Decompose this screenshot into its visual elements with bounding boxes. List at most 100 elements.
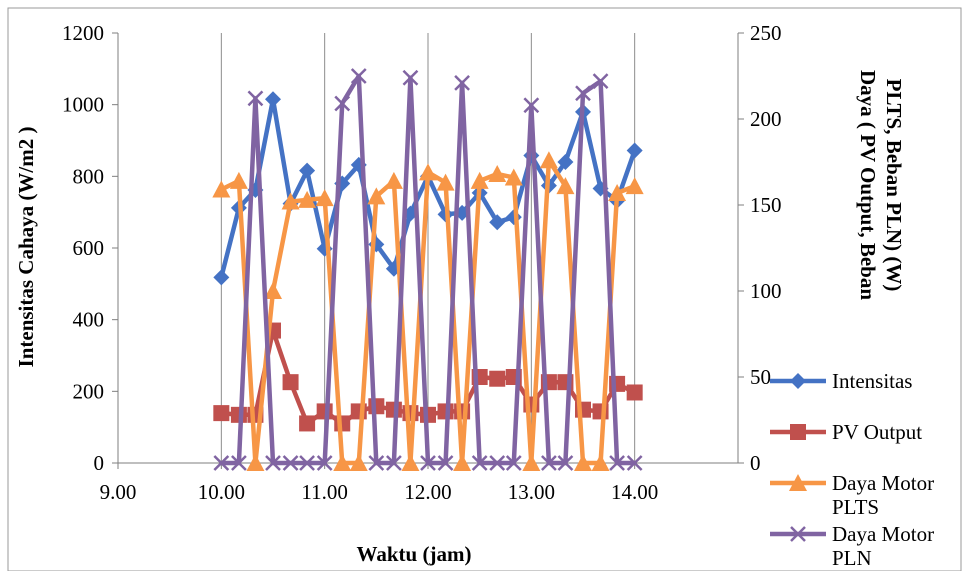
data-point-daya-motor-pln: [334, 95, 351, 112]
data-point-daya-motor-plts: [470, 171, 489, 189]
data-point-daya-motor-plts: [591, 454, 610, 471]
data-point-daya-motor-pln: [523, 97, 540, 114]
data-point-daya-motor-pln: [350, 68, 367, 84]
data-point-daya-motor-pln: [609, 455, 625, 471]
x-axis-title: Waktu (jam): [357, 542, 472, 566]
y2-tick-label: 50: [750, 365, 771, 389]
data-point-daya-motor-pln: [505, 455, 522, 471]
legend-label: PV Output: [832, 420, 922, 444]
tick-labels: 0 200 400 600 800 1000 1200 0 50 100 150 200 250 9.00…: [62, 21, 782, 504]
marker-stroke: [247, 90, 264, 107]
data-point-daya-motor-plts: [264, 282, 282, 299]
series-daya-motor-pln: [213, 68, 643, 471]
y-tick-label: 0: [94, 451, 105, 475]
data-point-pv-output: [316, 403, 333, 420]
legend-swatch-marker: [789, 474, 807, 491]
y2-tick-label: 250: [750, 21, 782, 45]
data-point-daya-motor-plts: [333, 454, 352, 471]
y2-tick-label: 150: [750, 193, 782, 217]
data-point-intensitas: [265, 91, 281, 108]
data-point-intensitas: [557, 154, 574, 170]
y-tick-label: 400: [73, 308, 105, 332]
marker-stroke: [523, 97, 540, 114]
marker-stroke: [471, 455, 488, 471]
x-tick-label: 10.00: [198, 480, 245, 504]
data-point-daya-motor-pln: [265, 455, 281, 471]
data-point-daya-motor-pln: [386, 455, 402, 471]
data-point-daya-motor-plts: [384, 171, 403, 189]
data-point-pv-output: [299, 415, 316, 432]
data-point-daya-motor-plts: [504, 168, 523, 186]
data-point-daya-motor-pln: [299, 455, 315, 471]
marker-stroke: [437, 455, 454, 471]
data-point-daya-motor-pln: [231, 455, 247, 471]
data-point-daya-motor-pln: [626, 455, 643, 471]
y2-tick-label: 100: [750, 279, 782, 303]
marker-stroke: [454, 74, 470, 91]
data-point-pv-output: [626, 384, 643, 401]
data-point-pv-output: [402, 405, 419, 422]
data-point-daya-motor-plts: [229, 171, 248, 189]
data-point-daya-motor-plts: [608, 183, 627, 201]
legend-swatch-marker: [790, 373, 806, 389]
marker-stroke: [489, 455, 506, 471]
data-point-daya-motor-plts: [419, 163, 437, 181]
data-point-daya-motor-plts: [212, 180, 231, 198]
data-point-daya-motor-plts: [625, 177, 644, 195]
data-point-intensitas: [299, 162, 316, 179]
data-point-daya-motor-plts: [281, 192, 300, 210]
data-point-pv-output: [489, 370, 506, 387]
data-point-daya-motor-pln: [557, 455, 574, 471]
data-point-daya-motor-pln: [437, 455, 454, 471]
data-point-daya-motor-pln: [402, 69, 419, 86]
marker-stroke: [402, 69, 419, 86]
data-point-daya-motor-plts: [436, 173, 455, 191]
legend-label: Daya Motor: [832, 471, 934, 495]
marker-stroke: [575, 85, 591, 102]
y-axis-title: Intensitas Cahaya (W/m2 ): [14, 127, 38, 368]
marker-stroke: [334, 95, 351, 112]
data-point-daya-motor-pln: [282, 455, 299, 471]
marker-stroke: [505, 455, 522, 471]
y-tick-label: 800: [73, 164, 105, 188]
marker-stroke: [316, 455, 333, 471]
data-point-daya-motor-pln: [575, 85, 591, 102]
data-point-daya-motor-pln: [489, 455, 506, 471]
data-point-pv-output: [368, 398, 385, 415]
data-point-daya-motor-pln: [471, 455, 488, 471]
marker-stroke: [386, 455, 402, 471]
marker-stroke: [609, 455, 625, 471]
data-point-daya-motor-plts: [574, 454, 592, 471]
data-point-daya-motor-plts: [349, 454, 368, 471]
marker-stroke: [790, 526, 806, 542]
data-point-daya-motor-plts: [367, 187, 386, 205]
marker-stroke: [368, 455, 385, 471]
data-point-intensitas: [489, 214, 506, 231]
marker-stroke: [231, 455, 247, 471]
data-point-pv-output: [334, 415, 351, 432]
legend-label: Daya Motor: [832, 522, 934, 546]
y-tick-label: 600: [73, 236, 105, 260]
legend-label: PLN: [832, 546, 872, 570]
legend-label: PLTS: [832, 495, 879, 519]
y-tick-label: 1000: [62, 93, 104, 117]
y2-axis-title-line-2: PLTS, Beban PLN) (W): [882, 79, 906, 292]
marker-stroke: [265, 455, 281, 471]
legend-swatch-marker: [790, 424, 806, 440]
y2-axis-title-line-1: Daya ( PV Output, Beban: [856, 70, 880, 300]
data-point-daya-motor-plts: [298, 190, 317, 208]
marker-stroke: [557, 455, 574, 471]
data-point-daya-motor-pln: [420, 455, 436, 471]
marker-stroke: [282, 455, 299, 471]
data-point-daya-motor-plts: [453, 454, 472, 471]
legend-item-intensitas: Intensitas: [770, 369, 912, 393]
data-point-pv-output: [282, 374, 299, 391]
marker-stroke: [350, 68, 367, 84]
x-tick-label: 13.00: [508, 480, 555, 504]
y-tick-label: 1200: [62, 21, 104, 45]
y2-tick-label: 200: [750, 107, 782, 131]
data-point-daya-motor-plts: [315, 189, 334, 207]
